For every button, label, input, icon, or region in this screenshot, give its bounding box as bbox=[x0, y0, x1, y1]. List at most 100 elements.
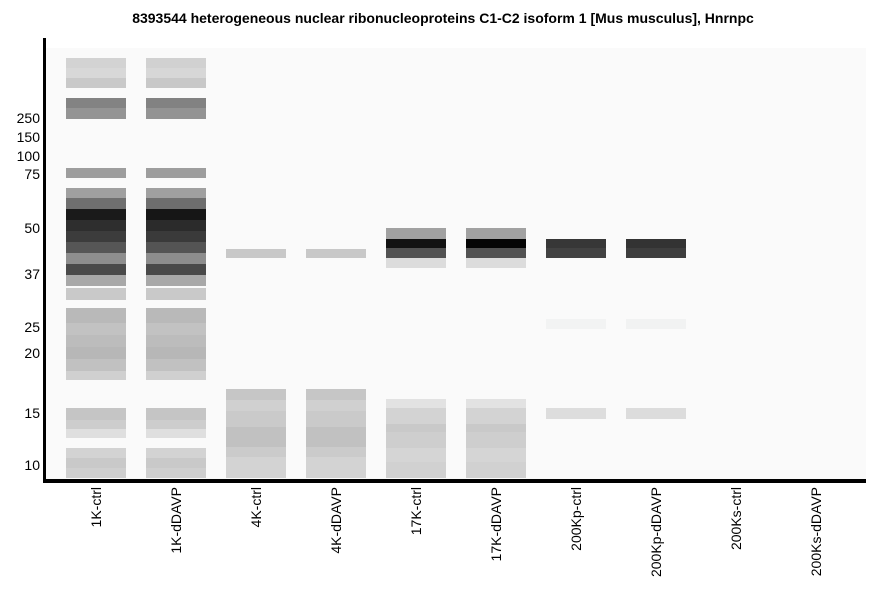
lane-label-text: 200Kp-dDAVP bbox=[648, 487, 664, 578]
gel-band-stripe bbox=[466, 448, 526, 462]
gel-band-stripe bbox=[146, 429, 206, 438]
gel-band bbox=[66, 168, 126, 178]
gel-band bbox=[226, 389, 286, 478]
gel-band bbox=[66, 408, 126, 438]
gel-band-stripe bbox=[626, 408, 686, 419]
mw-tick-label: 10 bbox=[24, 457, 40, 473]
gel-band-stripe bbox=[66, 458, 126, 468]
lane-label-text: 200Ks-dDAVP bbox=[808, 487, 824, 577]
lane-label-text: 4K-ctrl bbox=[248, 487, 264, 528]
gel-band-stripe bbox=[386, 432, 446, 448]
lane-label-text: 200Ks-ctrl bbox=[728, 487, 744, 551]
gel-band-stripe bbox=[466, 248, 526, 258]
gel-band-stripe bbox=[146, 323, 206, 335]
lane-label: 4K-dDAVP bbox=[328, 486, 344, 554]
gel-band-stripe bbox=[386, 424, 446, 432]
gel-band-stripe bbox=[386, 448, 446, 462]
gel-band-stripe bbox=[146, 168, 206, 178]
gel-band-stripe bbox=[226, 447, 286, 457]
lane-label: 200Ks-dDAVP bbox=[808, 486, 824, 576]
gel-band bbox=[146, 408, 206, 438]
gel-band-stripe bbox=[146, 198, 206, 209]
mw-tick-label: 25 bbox=[24, 319, 40, 335]
lane-label-text: 1K-dDAVP bbox=[168, 487, 184, 554]
gel-band-stripe bbox=[146, 458, 206, 468]
gel-band-stripe bbox=[146, 98, 206, 108]
gel-band-stripe bbox=[226, 457, 286, 478]
mw-tick-label: 15 bbox=[24, 405, 40, 421]
gel-band-stripe bbox=[66, 359, 126, 371]
gel-band-stripe bbox=[386, 239, 446, 248]
gel-band-stripe bbox=[386, 248, 446, 258]
mw-tick-label: 37 bbox=[24, 266, 40, 282]
lane-label: 200Kp-ctrl bbox=[568, 486, 584, 551]
gel-band bbox=[146, 168, 206, 178]
lane-label: 4K-ctrl bbox=[248, 486, 264, 527]
gel-band-stripe bbox=[146, 209, 206, 220]
gel-band-stripe bbox=[306, 249, 366, 258]
gel-band-stripe bbox=[306, 447, 366, 457]
gel-band-stripe bbox=[146, 468, 206, 478]
gel-band-stripe bbox=[66, 308, 126, 323]
gel-band-stripe bbox=[626, 319, 686, 329]
gel-band-stripe bbox=[146, 108, 206, 119]
gel-band bbox=[626, 319, 686, 329]
gel-band-stripe bbox=[306, 400, 366, 411]
gel-band-stripe bbox=[386, 258, 446, 268]
mw-tick-label: 150 bbox=[16, 129, 40, 145]
lane-label: 200Kp-dDAVP bbox=[648, 486, 664, 577]
gel-band-stripe bbox=[66, 429, 126, 438]
gel-band-stripe bbox=[466, 408, 526, 424]
gel-band-stripe bbox=[306, 411, 366, 427]
gel-band bbox=[466, 228, 526, 268]
gel-band-stripe bbox=[466, 424, 526, 432]
gel-band bbox=[466, 399, 526, 478]
gel-band-stripe bbox=[146, 347, 206, 359]
gel-band bbox=[306, 389, 366, 478]
gel-band-stripe bbox=[66, 58, 126, 68]
gel-band bbox=[146, 308, 206, 380]
gel-band-stripe bbox=[306, 427, 366, 447]
gel-band-stripe bbox=[466, 432, 526, 448]
gel-band bbox=[146, 448, 206, 478]
gel-band-stripe bbox=[66, 264, 126, 275]
gel-band bbox=[546, 239, 606, 258]
mw-tick-label: 75 bbox=[24, 166, 40, 182]
lane-label-text: 17K-ctrl bbox=[408, 487, 424, 536]
gel-band-stripe bbox=[626, 248, 686, 258]
lane-label: 200Ks-ctrl bbox=[728, 486, 744, 550]
gel-band-stripe bbox=[146, 264, 206, 275]
mw-tick-label: 250 bbox=[16, 110, 40, 126]
gel-band-stripe bbox=[466, 239, 526, 248]
gel-band-stripe bbox=[386, 399, 446, 408]
gel-band bbox=[146, 288, 206, 300]
gel-band-stripe bbox=[66, 68, 126, 78]
gel-band bbox=[66, 98, 126, 119]
lane-label: 17K-dDAVP bbox=[488, 486, 504, 561]
gel-band-stripe bbox=[66, 275, 126, 286]
gel-band-stripe bbox=[626, 239, 686, 248]
gel-band-stripe bbox=[226, 411, 286, 427]
gel-band-stripe bbox=[546, 319, 606, 329]
gel-band-stripe bbox=[146, 308, 206, 323]
gel-band bbox=[626, 408, 686, 419]
y-axis-line bbox=[43, 38, 46, 483]
gel-band-stripe bbox=[466, 228, 526, 239]
figure-title: 8393544 heterogeneous nuclear ribonucleo… bbox=[132, 10, 754, 26]
gel-band-stripe bbox=[66, 408, 126, 420]
lane-label: 1K-ctrl bbox=[88, 486, 104, 527]
gel-band-stripe bbox=[226, 427, 286, 447]
gel-band-stripe bbox=[466, 462, 526, 478]
gel-band bbox=[66, 58, 126, 88]
gel-band-stripe bbox=[466, 258, 526, 268]
gel-band bbox=[66, 448, 126, 478]
gel-band bbox=[146, 98, 206, 119]
gel-band bbox=[146, 188, 206, 286]
gel-band bbox=[226, 249, 286, 258]
gel-band-stripe bbox=[146, 220, 206, 231]
gel-band-stripe bbox=[66, 168, 126, 178]
gel-band-stripe bbox=[226, 389, 286, 400]
gel-band-stripe bbox=[546, 248, 606, 258]
x-axis-line bbox=[43, 479, 866, 483]
